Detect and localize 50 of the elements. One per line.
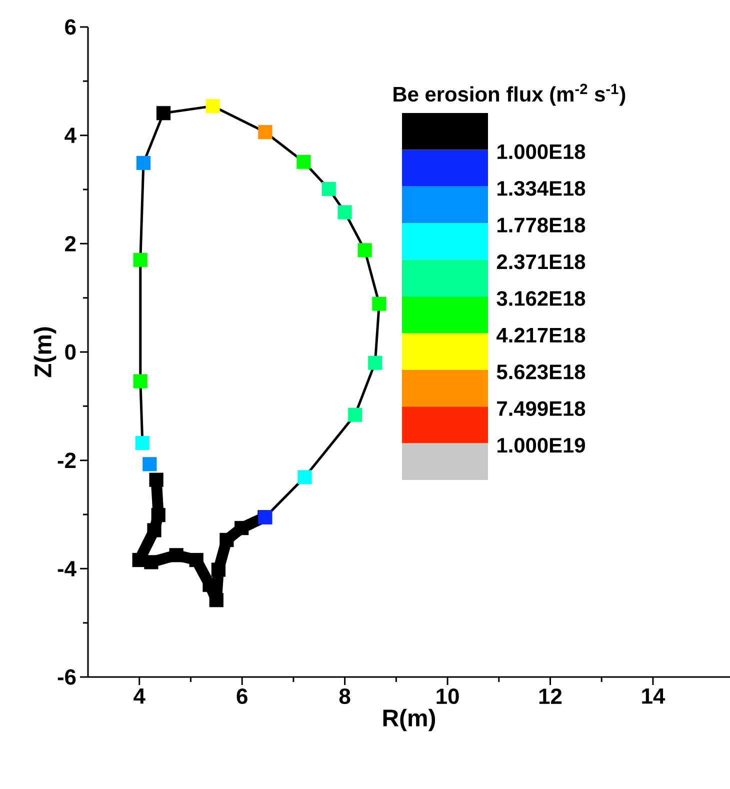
- annotation: Be erosion flux (m$^{-2}$ s$^{-1}$): [394, 84, 626, 106]
- point: [189, 552, 204, 568]
- x-tick-label: 4: [134, 688, 146, 704]
- point: [133, 252, 148, 267]
- y-tick-label: 2: [65, 236, 76, 252]
- point: [358, 243, 372, 258]
- point: [296, 154, 311, 169]
- point: [258, 125, 272, 140]
- annotation: 3.162E18: [496, 291, 586, 306]
- point: [234, 520, 249, 536]
- x-tick-label: 12: [539, 688, 562, 704]
- point: [372, 296, 386, 311]
- point: [348, 408, 362, 422]
- x-axis-title: R(m): [383, 708, 436, 732]
- annotation: 1.778E18: [498, 218, 586, 232]
- y-tick-label: -2: [58, 452, 76, 468]
- point: [211, 562, 226, 577]
- point: [220, 532, 234, 548]
- annotation: 1.000E18: [498, 144, 586, 160]
- point: [169, 548, 184, 562]
- point: [209, 593, 224, 608]
- point: [144, 555, 158, 570]
- annotation: 1.000E19: [498, 438, 585, 453]
- annotation: 2.371E18: [496, 254, 586, 270]
- annotation: 4.217E18: [496, 328, 586, 343]
- annotation: 7.499E18: [497, 401, 586, 416]
- x-tick-label: 6: [236, 688, 248, 704]
- y-tick-label: -4: [58, 561, 76, 576]
- x-tick-label: 14: [642, 688, 666, 704]
- point: [147, 523, 162, 538]
- y-tick-label: 0: [65, 344, 76, 360]
- annotation: 1.334E18: [498, 180, 586, 196]
- y-axis-title: Z(m): [34, 327, 56, 378]
- point: [298, 470, 312, 484]
- point: [322, 182, 336, 196]
- point: [136, 156, 151, 170]
- point: [135, 436, 150, 450]
- y-tick-label: -6: [58, 669, 76, 685]
- point: [368, 356, 382, 370]
- point: [151, 508, 166, 522]
- annotation: 5.623E18: [496, 364, 586, 380]
- point: [338, 205, 352, 220]
- point: [149, 472, 164, 487]
- point: [206, 99, 220, 114]
- x-tick-label: 8: [339, 688, 350, 704]
- y-tick-label: 4: [64, 128, 76, 143]
- x-tick-label: 10: [436, 688, 459, 704]
- y-tick-label: 6: [65, 19, 76, 35]
- point: [142, 457, 157, 472]
- point: [133, 374, 148, 388]
